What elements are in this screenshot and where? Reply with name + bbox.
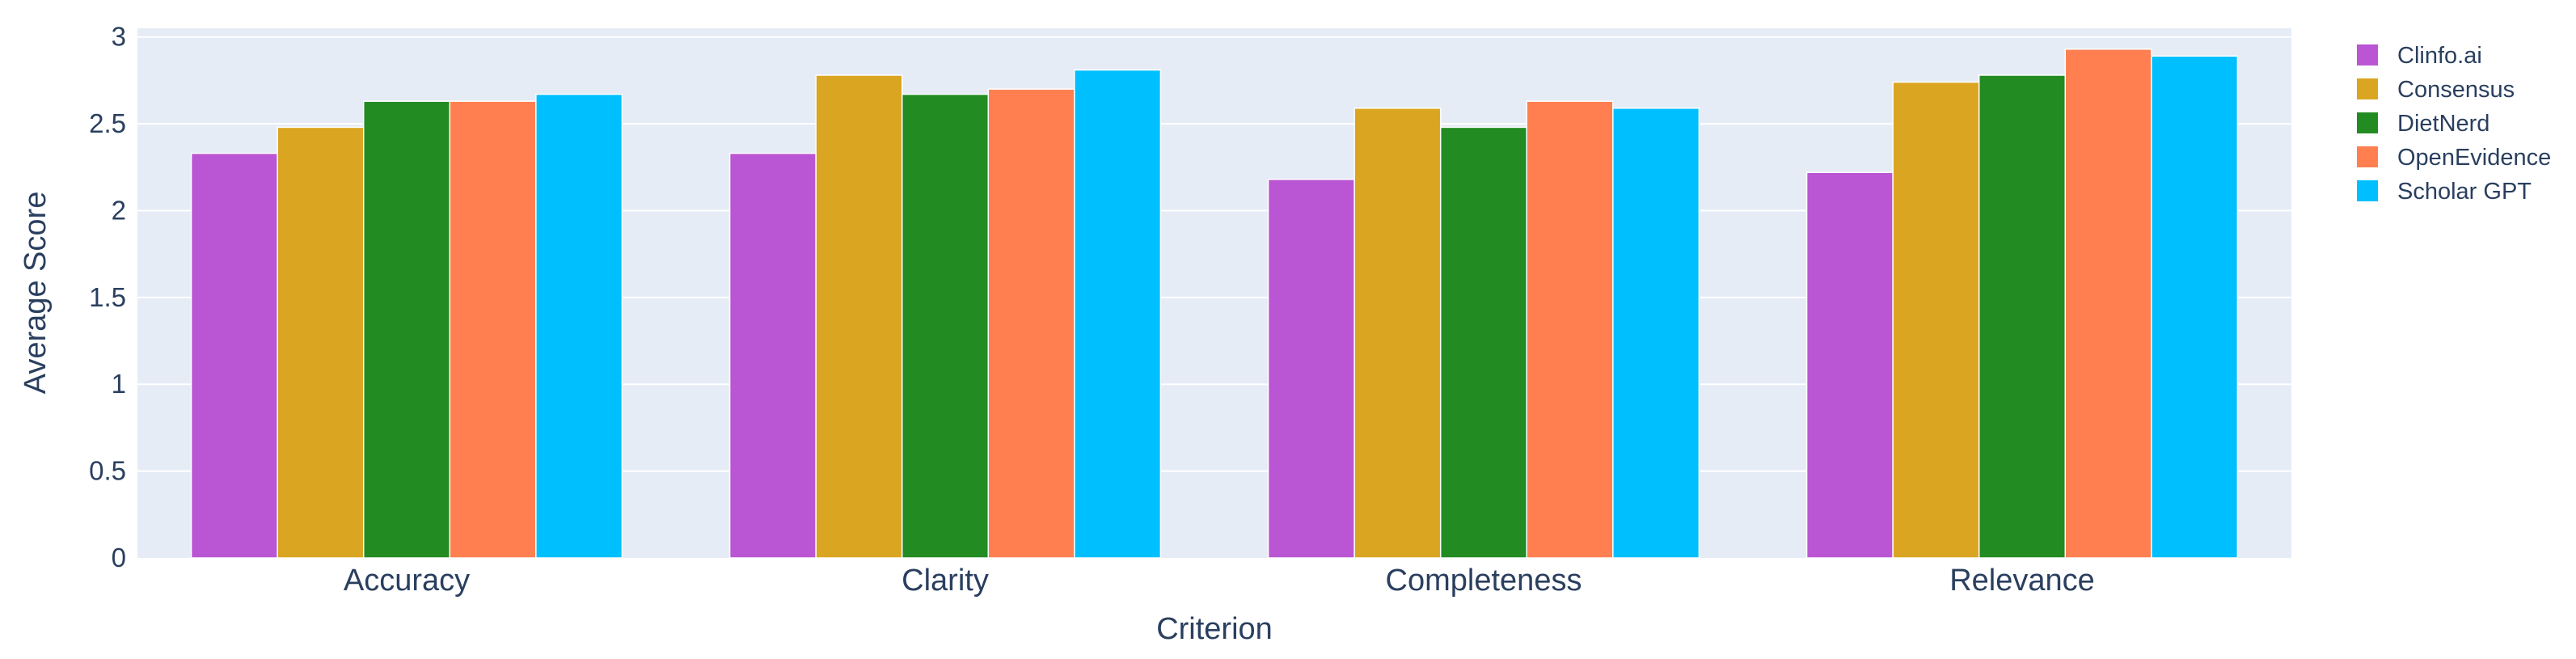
y-tick-label: 3 (112, 22, 126, 52)
legend-label: DietNerd (2397, 111, 2489, 137)
legend-label: Clinfo.ai (2397, 43, 2482, 69)
bar (1267, 179, 1355, 559)
bar (1353, 108, 1442, 559)
x-axis-title: Criterion (1156, 612, 1273, 646)
bar (449, 100, 537, 559)
legend-swatch (2357, 146, 2378, 167)
y-tick-label: 0.5 (89, 456, 126, 486)
legend-swatch (2357, 180, 2378, 201)
y-tick-label: 2.5 (89, 108, 126, 138)
legend-swatch (2357, 44, 2378, 65)
x-tick-label: Completeness (1386, 564, 1582, 598)
bar (901, 93, 990, 559)
bar (728, 152, 817, 559)
bar (362, 100, 451, 559)
bar (190, 152, 278, 559)
y-tick-label: 2 (112, 195, 126, 225)
y-tick-label: 1.5 (89, 282, 126, 312)
x-tick-labels: Accuracy Clarity Completeness Relevance (344, 564, 2095, 598)
bar (1892, 81, 1980, 559)
y-tick-labels: 0 0.5 1 1.5 2 2.5 3 (89, 22, 126, 572)
bar (815, 74, 903, 559)
bar (535, 93, 623, 559)
bar (1978, 74, 2067, 559)
bar (2151, 55, 2239, 559)
bar (1612, 108, 1700, 559)
y-tick-label: 0 (112, 543, 126, 572)
x-tick-label: Accuracy (344, 564, 470, 598)
legend-label: Scholar GPT (2397, 179, 2532, 205)
bar (987, 88, 1075, 559)
legend-label: OpenEvidence (2397, 145, 2551, 171)
x-tick-label: Relevance (1949, 564, 2095, 598)
legend-swatch (2357, 78, 2378, 99)
bar (1439, 126, 1528, 559)
y-axis-title: Average Score (19, 192, 53, 395)
x-tick-label: Clarity (902, 564, 989, 598)
y-tick-label: 1 (112, 369, 126, 399)
legend: Clinfo.ai Consensus DietNerd OpenEvidence Sc… (2357, 43, 2551, 205)
bars (190, 49, 2239, 559)
bar (1074, 69, 1162, 559)
legend-swatch (2357, 112, 2378, 133)
legend-label: Consensus (2397, 77, 2515, 103)
bar (1805, 171, 1894, 559)
bar (2064, 49, 2152, 559)
bar (1526, 100, 1614, 559)
bar (277, 126, 365, 559)
